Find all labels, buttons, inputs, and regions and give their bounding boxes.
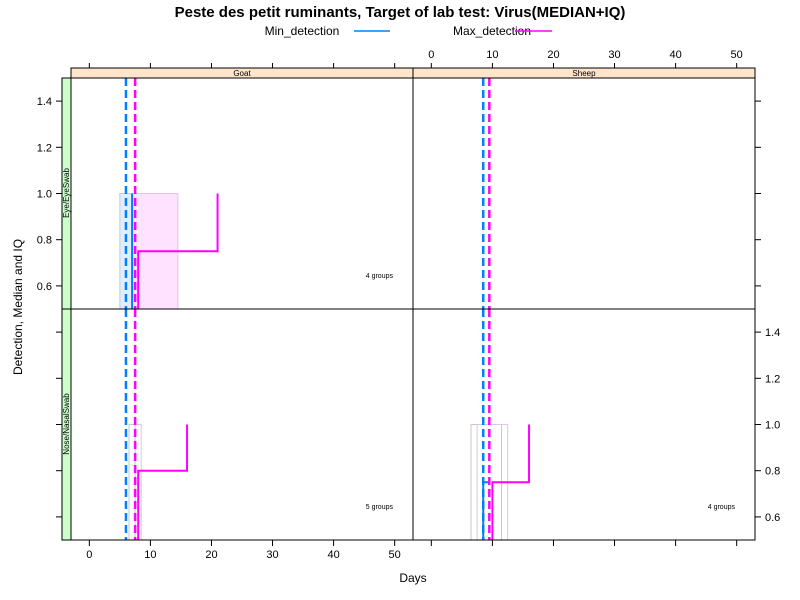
legend-label-min: Min_detection: [265, 24, 340, 38]
x-tick-label-top: 40: [669, 49, 681, 61]
groups-label: 5 groups: [366, 504, 394, 511]
max-detection-line: [137, 193, 219, 309]
panel-goat-0: 4 groups: [119, 78, 394, 310]
x-tick-label-bottom: 40: [327, 549, 339, 561]
chart-title: Peste des petit ruminants, Target of lab…: [175, 4, 626, 21]
panel-sheep-0: [481, 78, 491, 309]
legend-label-max: Max_detection: [453, 24, 531, 38]
x-tick-label-bottom: 20: [205, 549, 217, 561]
max-detection-line: [137, 424, 189, 540]
y-tick-label-right: 1.4: [765, 327, 780, 339]
y-axis-title: Detection, Median and IQ: [11, 239, 25, 375]
y-tick-label-right: 1.0: [765, 420, 780, 432]
panel-border: [412, 77, 756, 310]
x-tick-label-top: 0: [428, 49, 434, 61]
y-tick-label-right: 1.2: [765, 373, 780, 385]
x-tick-label-top: 30: [608, 49, 620, 61]
panel-goat-1: 5 groups: [124, 309, 394, 541]
legend: Min_detection Max_detection: [265, 24, 552, 38]
strip-label-sheep: Sheep: [572, 69, 596, 78]
y-tick-label-left: 1.2: [37, 142, 52, 154]
groups-label: 4 groups: [366, 273, 394, 280]
panel-border: [70, 308, 414, 541]
row-strip-label-1: Nose/NasalSwab: [62, 393, 71, 455]
y-tick-label-right: 0.8: [765, 466, 780, 478]
x-tick-label-top: 10: [486, 49, 498, 61]
x-tick-label-bottom: 0: [86, 549, 92, 561]
x-tick-label-bottom: 10: [144, 549, 156, 561]
x-tick-label-bottom: 30: [266, 549, 278, 561]
x-tick-label-bottom: 50: [389, 549, 401, 561]
groups-label: 4 groups: [708, 504, 736, 511]
y-tick-label-left: 1.0: [37, 189, 52, 201]
row-strip-label-0: Eye/EyeSwab: [62, 168, 71, 218]
y-tick-label-right: 0.6: [765, 512, 780, 524]
panels: Goat Sheep Eye/EyeSwab Nose/NasalSwab 4 grou…: [61, 67, 756, 541]
max-detection-line: [491, 424, 531, 540]
x-axis-title: Days: [399, 571, 426, 585]
y-tick-label-left: 1.4: [37, 96, 52, 108]
axes: 0 0 10 10 20 20 30 30 40 40 50 50 0.6 0.6 0.8 0.8 1.0 1.0…: [37, 49, 781, 561]
strip-label-goat: Goat: [233, 69, 251, 78]
x-tick-label-top: 20: [547, 49, 559, 61]
y-tick-label-left: 0.6: [37, 281, 52, 293]
panel-border: [412, 308, 756, 541]
x-tick-label-top: 50: [731, 49, 743, 61]
y-tick-label-left: 0.8: [37, 235, 52, 247]
panel-sheep-1: 4 groups: [470, 309, 736, 541]
